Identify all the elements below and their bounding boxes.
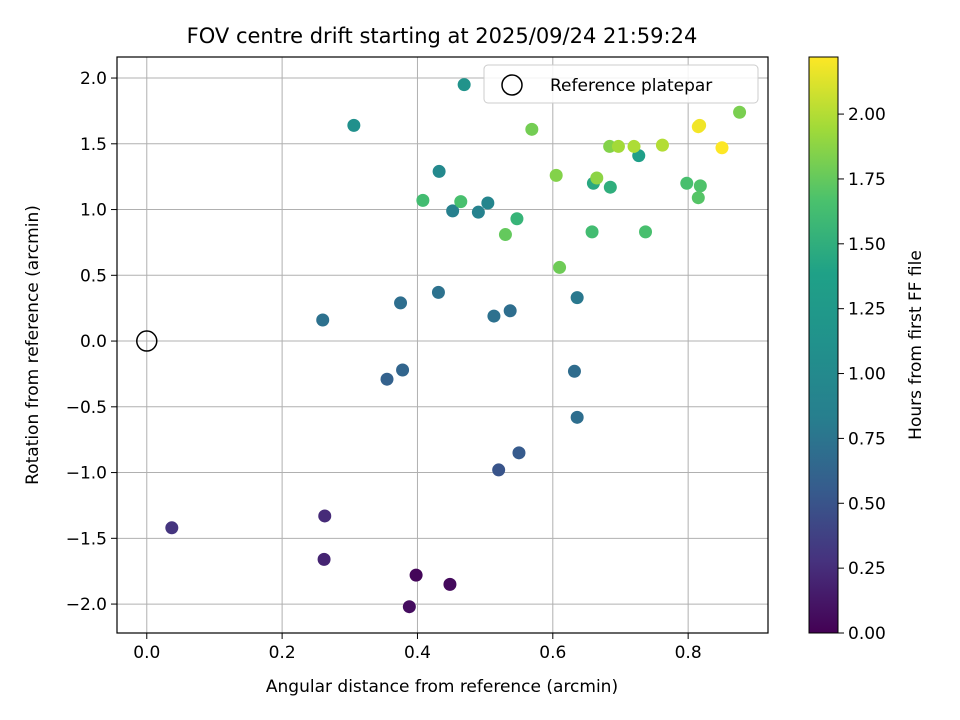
data-point [512, 446, 526, 460]
y-tick-label: 0.5 [80, 266, 107, 286]
data-point [611, 139, 625, 153]
colorbar: 0.00 0.25 0.50 0.75 1.00 1.25 1.50 1.75 2.00 Hou… [808, 56, 926, 644]
plot-frame [116, 56, 769, 634]
y-tick-label: 1.0 [80, 201, 107, 221]
data-point [691, 191, 705, 205]
data-point [585, 225, 599, 239]
y-tick-label: 1.5 [80, 135, 107, 155]
colorbar-tick-label: 0.00 [848, 624, 886, 644]
data-point [457, 78, 471, 92]
data-point [567, 364, 581, 378]
y-tick-label: 0.0 [80, 332, 107, 352]
data-point [443, 577, 457, 591]
data-point [316, 313, 330, 327]
y-tick-label: −1.5 [66, 529, 107, 549]
data-point [627, 139, 641, 153]
colorbar-tick-label: 0.75 [848, 429, 886, 449]
data-point [498, 228, 512, 242]
data-point [733, 105, 747, 119]
legend-reference-icon [501, 74, 523, 96]
data-point [481, 196, 495, 210]
data-point [396, 363, 410, 377]
colorbar-ticks: 0.00 0.25 0.50 0.75 1.00 1.25 1.50 1.75 2.00 [838, 105, 886, 644]
data-point [680, 176, 694, 190]
data-point [693, 118, 707, 132]
colorbar-tick-label: 2.00 [848, 105, 886, 125]
data-point [570, 410, 584, 424]
x-tick-label: 0.4 [404, 643, 431, 663]
data-point [553, 260, 567, 274]
data-point [510, 212, 524, 226]
legend-reference-label: Reference platepar [550, 76, 712, 96]
colorbar-tick-label: 1.75 [848, 170, 886, 190]
data-point [394, 296, 408, 310]
data-point [549, 168, 563, 182]
data-point [409, 568, 423, 582]
colorbar-tick-label: 1.00 [848, 365, 886, 385]
data-point [446, 204, 460, 218]
data-point [693, 179, 707, 193]
data-point [380, 372, 394, 386]
x-tick-label: 0.8 [675, 643, 702, 663]
colorbar-tick-label: 1.25 [848, 300, 886, 320]
gridlines [117, 57, 768, 633]
scatter-points [165, 78, 747, 614]
y-tick-label: 2.0 [80, 69, 107, 89]
x-axis-ticks: 0.0 0.2 0.4 0.6 0.8 [133, 633, 702, 663]
x-tick-label: 0.6 [539, 643, 566, 663]
data-point [471, 205, 485, 219]
data-point [165, 521, 179, 535]
data-point [603, 180, 617, 194]
data-point [432, 164, 446, 178]
chart-title: FOV centre drift starting at 2025/09/24 … [187, 24, 698, 48]
data-point [570, 291, 584, 305]
x-axis-label: Angular distance from reference (arcmin) [266, 677, 618, 697]
y-tick-label: −2.0 [66, 595, 107, 615]
data-point [655, 138, 669, 152]
y-tick-label: −0.5 [66, 398, 107, 418]
data-point [416, 193, 430, 207]
data-point [715, 141, 729, 155]
legend-box [483, 64, 759, 104]
data-point [492, 463, 506, 477]
legend: Reference platepar [483, 64, 759, 104]
data-point [503, 304, 517, 318]
data-point [590, 171, 604, 185]
colorbar-tick-label: 0.50 [848, 494, 886, 514]
data-point [317, 552, 331, 566]
data-point [402, 600, 416, 614]
colorbar-tick-label: 0.25 [848, 559, 886, 579]
colorbar-gradient [808, 56, 839, 634]
reference-marker [136, 330, 158, 352]
y-tick-label: −1.0 [66, 464, 107, 484]
colorbar-tick-label: 1.50 [848, 235, 886, 255]
data-point [454, 195, 468, 209]
x-tick-label: 0.2 [269, 643, 296, 663]
data-point [347, 118, 361, 132]
data-point [487, 309, 501, 323]
y-axis-label: Rotation from reference (arcmin) [23, 205, 43, 485]
data-point [318, 509, 332, 523]
x-tick-label: 0.0 [133, 643, 160, 663]
y-axis-ticks: −2.0 −1.5 −1.0 −0.5 0.0 0.5 1.0 1.5 2.0 [66, 69, 117, 615]
data-point [525, 122, 539, 136]
colorbar-label: Hours from first FF file [906, 250, 926, 440]
data-point [431, 285, 445, 299]
data-point [639, 225, 653, 239]
